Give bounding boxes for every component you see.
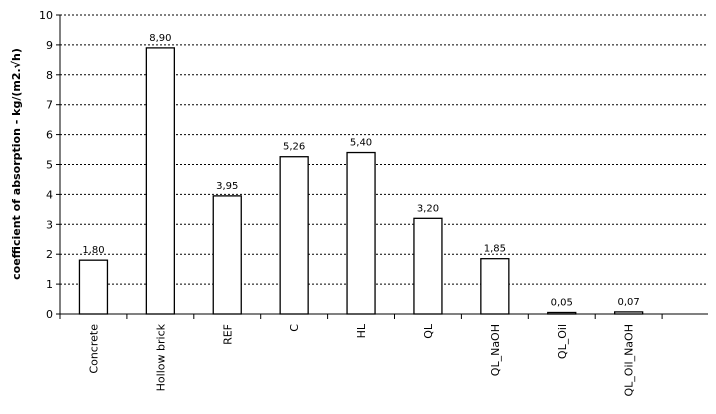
x-category-label-5: QL (422, 323, 435, 339)
bar-2 (212, 195, 242, 315)
y-tick-label-10: 10 (39, 9, 53, 22)
bar-6 (480, 258, 510, 315)
y-tick-label-6: 6 (46, 129, 53, 142)
y-tick-label-1: 1 (46, 278, 53, 291)
data-label-5: 3,20 (417, 203, 439, 214)
bars (78, 47, 644, 315)
bar-1 (145, 47, 176, 315)
x-category-label-3: C (288, 324, 301, 332)
bar-0 (78, 259, 109, 315)
y-tick-label-5: 5 (46, 159, 53, 172)
data-labels: 1,80 8,90 3,95 5,26 5,40 3,20 1,85 0,05 0,07 (82, 33, 639, 309)
data-label-2: 3,95 (216, 181, 238, 192)
y-tick-label-3: 3 (46, 218, 53, 231)
data-label-7: 0,05 (551, 298, 573, 309)
x-category-label-7: QL_Oil (556, 324, 569, 359)
y-tick-label-9: 9 (46, 39, 53, 52)
x-category-label-1: Hollow brick (154, 323, 167, 391)
y-tick-label-8: 8 (46, 69, 53, 82)
y-tick-label-0: 0 (46, 308, 53, 321)
x-axis: Concrete Hollow brick REF C HL QL QL_NaOH QL_Oi… (59, 313, 708, 396)
y-tick-label-4: 4 (46, 188, 53, 201)
x-category-label-4: HL (355, 323, 368, 338)
data-label-4: 5,40 (350, 138, 372, 149)
x-category-label-8: QL_Oil_NaOH (623, 324, 636, 396)
y-axis: 0 1 2 3 4 5 6 7 8 9 10 (39, 9, 61, 321)
bar-5 (413, 217, 443, 315)
data-label-8: 0,07 (618, 297, 640, 308)
data-label-1: 8,90 (149, 33, 171, 44)
data-label-3: 5,26 (283, 142, 305, 153)
x-category-label-0: Concrete (87, 324, 100, 374)
data-label-6: 1,85 (484, 244, 506, 255)
x-category-label-6: QL_NaOH (489, 324, 502, 376)
y-tick-label-2: 2 (46, 248, 53, 261)
bar-4 (346, 151, 376, 315)
x-category-label-2: REF (221, 324, 234, 345)
y-axis-title: coefficient of absorption - kg/(m2.√h) (10, 48, 23, 280)
data-label-0: 1,80 (82, 245, 104, 256)
bar-3 (279, 156, 309, 315)
y-tick-label-7: 7 (46, 99, 53, 112)
